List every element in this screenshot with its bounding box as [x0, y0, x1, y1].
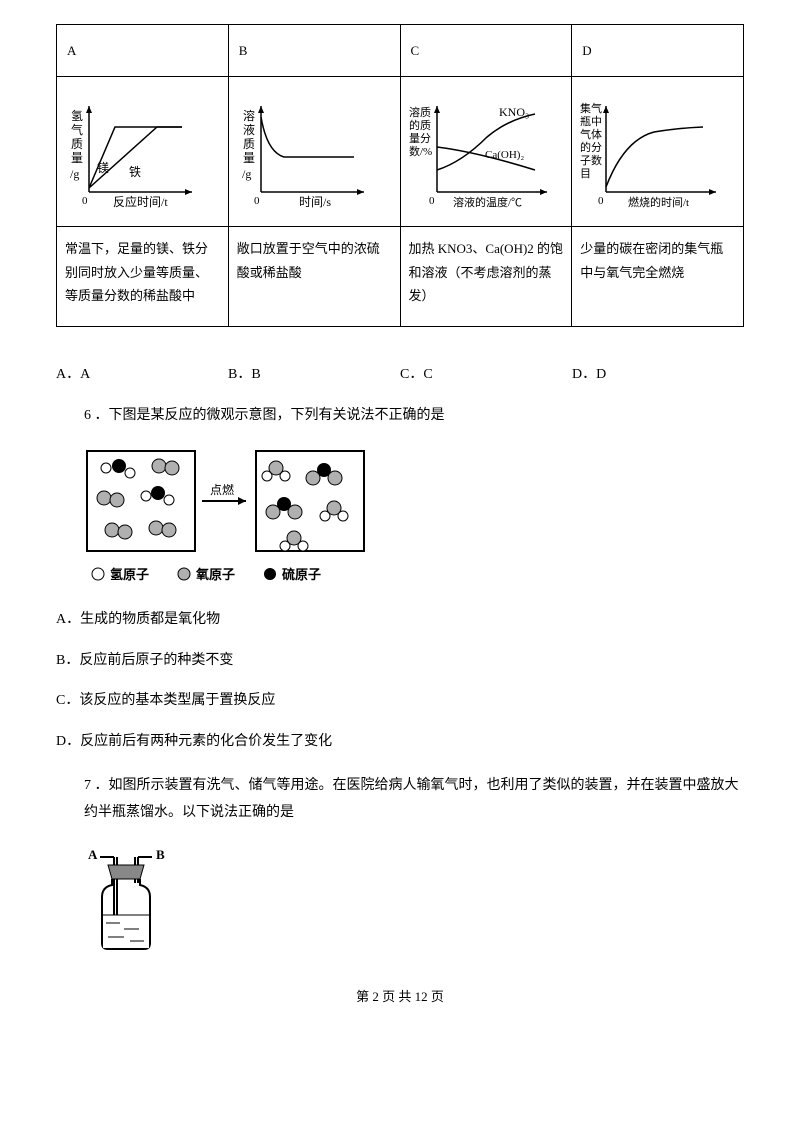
svg-text:0: 0 — [429, 195, 435, 207]
svg-text:铁: 铁 — [129, 165, 141, 179]
svg-text:量: 量 — [71, 151, 83, 165]
svg-text:量分: 量分 — [409, 132, 431, 145]
th-c: C — [400, 25, 572, 77]
svg-text:0: 0 — [598, 195, 604, 207]
svg-text:氢原子: 氢原子 — [110, 567, 149, 582]
svg-text:质: 质 — [71, 137, 83, 151]
table-header-row: A B C D — [57, 25, 744, 77]
svg-text:B: B — [156, 847, 165, 862]
svg-text:气: 气 — [71, 122, 83, 137]
svg-text:溶液的温度/℃: 溶液的温度/℃ — [453, 195, 522, 209]
q5-opt-b: B．B — [228, 363, 400, 383]
desc-d: 少量的碳在密闭的集气瓶中与氧气完全燃烧 — [572, 227, 744, 327]
svg-text:0: 0 — [82, 195, 88, 207]
q5-opt-d: D．D — [572, 363, 744, 383]
q6-opt-d: D．反应前后有两种元素的化合价发生了变化 — [56, 729, 744, 756]
th-d: D — [572, 25, 744, 77]
q7-stem: 7 ．如图所示装置有洗气、储气等用途。在医院给病人输氧气时，也利用了类似的装置，… — [84, 773, 744, 826]
svg-text:的质: 的质 — [409, 118, 431, 132]
svg-text:反应时间/t: 反应时间/t — [113, 194, 168, 209]
svg-text:氧原子: 氧原子 — [195, 567, 235, 582]
svg-text:镁: 镁 — [97, 161, 109, 175]
svg-text:溶: 溶 — [243, 108, 255, 123]
q6-stem: 6 ．下图是某反应的微观示意图，下列有关说法不正确的是 — [84, 403, 744, 430]
q6-diagram: 点燃 — [84, 448, 744, 593]
svg-text:0: 0 — [254, 195, 260, 207]
table-desc-row: 常温下，足量的镁、铁分别同时放入少量等质量、等质量分数的稀盐酸中 敞口放置于空气… — [57, 227, 744, 327]
chart-cell-a: 氢 气 质 量 /g 0 反应时间/t 镁 铁 — [57, 77, 229, 227]
svg-text:A: A — [88, 847, 98, 862]
comparison-table: A B C D 氢 气 质 量 /g 0 — [56, 24, 744, 327]
chart-cell-c: 溶质 的质 量分 数/% 0 溶液的温度/℃ KNO₃ Ca(OH)₂ — [400, 77, 572, 227]
svg-text:量: 量 — [243, 151, 255, 165]
q6-opt-a: A．生成的物质都是氧化物 — [56, 607, 744, 634]
svg-text:子数: 子数 — [580, 154, 602, 167]
desc-b: 敞口放置于空气中的浓硫酸或稀盐酸 — [228, 227, 400, 327]
svg-text:/g: /g — [70, 167, 79, 181]
svg-text:液: 液 — [243, 122, 255, 137]
q6-opt-b: B．反应前后原子的种类不变 — [56, 648, 744, 675]
svg-text:KNO₃: KNO₃ — [499, 105, 529, 119]
chart-a: 氢 气 质 量 /g 0 反应时间/t 镁 铁 — [67, 92, 217, 212]
chart-b: 溶 液 质 量 /g 0 时间/s — [239, 92, 389, 212]
q5-opt-c: C．C — [400, 363, 572, 383]
svg-text:目: 目 — [580, 168, 591, 180]
svg-text:时间/s: 时间/s — [299, 195, 331, 209]
svg-text:瓶中: 瓶中 — [580, 114, 602, 128]
desc-a: 常温下，足量的镁、铁分别同时放入少量等质量、等质量分数的稀盐酸中 — [57, 227, 229, 327]
svg-text:集气: 集气 — [580, 101, 602, 115]
svg-text:Ca(OH)₂: Ca(OH)₂ — [485, 149, 524, 161]
q5-options: A．A B．B C．C D．D — [56, 363, 744, 383]
svg-text:/g: /g — [242, 167, 251, 181]
q7-diagram: A B — [84, 845, 744, 960]
th-a: A — [57, 25, 229, 77]
svg-text:溶质: 溶质 — [409, 105, 431, 119]
svg-text:燃烧的时间/t: 燃烧的时间/t — [628, 195, 689, 209]
page-footer: 第 2 页 共 12 页 — [56, 986, 744, 1005]
table-chart-row: 氢 气 质 量 /g 0 反应时间/t 镁 铁 — [57, 77, 744, 227]
th-b: B — [228, 25, 400, 77]
q6-opt-c: C．该反应的基本类型属于置换反应 — [56, 688, 744, 715]
chart-d: 集气 瓶中 气体 的分 子数 目 0 燃烧的时间/t — [578, 92, 738, 212]
svg-text:点燃: 点燃 — [210, 482, 234, 497]
svg-text:气体: 气体 — [580, 127, 602, 141]
page-container: A B C D 氢 气 质 量 /g 0 — [0, 0, 800, 1035]
svg-text:硫原子: 硫原子 — [282, 567, 321, 582]
svg-text:的分: 的分 — [580, 140, 602, 154]
chart-c: 溶质 的质 量分 数/% 0 溶液的温度/℃ KNO₃ Ca(OH)₂ — [407, 92, 567, 212]
svg-text:质: 质 — [243, 137, 255, 151]
chart-cell-b: 溶 液 质 量 /g 0 时间/s — [228, 77, 400, 227]
svg-text:氢: 氢 — [71, 108, 83, 123]
desc-c: 加热 KNO3、Ca(OH)2 的饱和溶液（不考虑溶剂的蒸发） — [400, 227, 572, 327]
chart-cell-d: 集气 瓶中 气体 的分 子数 目 0 燃烧的时间/t — [572, 77, 744, 227]
svg-text:数/%: 数/% — [409, 145, 432, 158]
q5-opt-a: A．A — [56, 363, 228, 383]
